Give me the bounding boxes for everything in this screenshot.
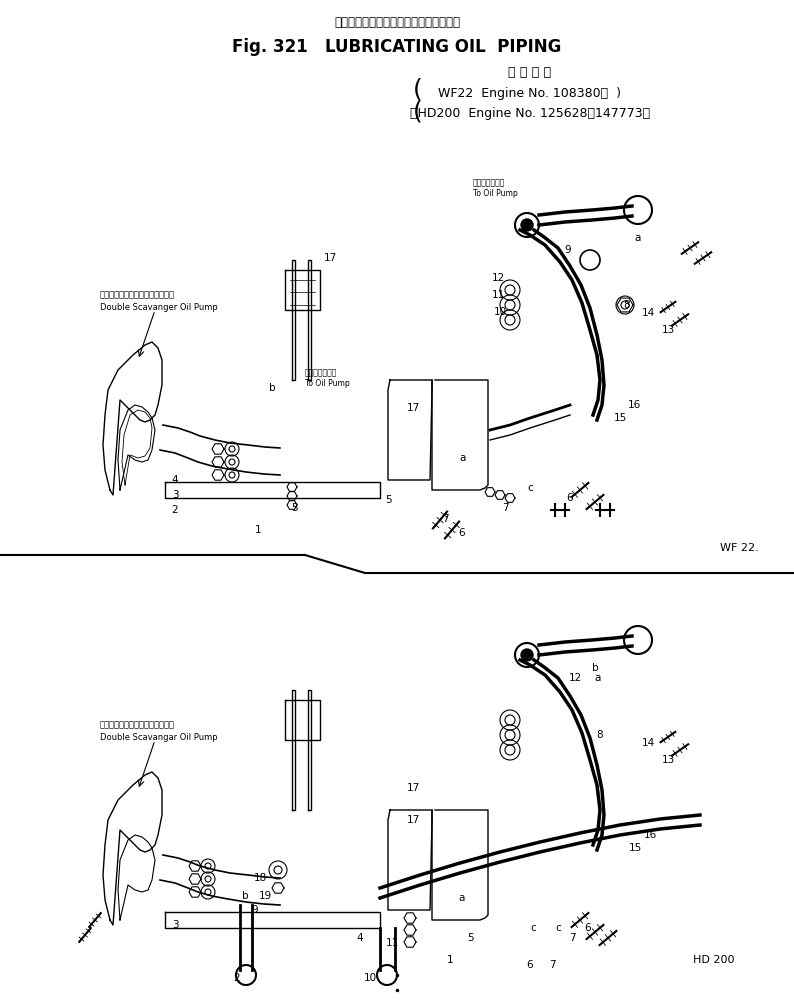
Circle shape bbox=[521, 649, 533, 661]
Text: a: a bbox=[460, 453, 466, 463]
Text: 8: 8 bbox=[596, 730, 603, 740]
Text: 10: 10 bbox=[364, 973, 376, 983]
Text: Double Scavanger Oil Pump: Double Scavanger Oil Pump bbox=[100, 302, 218, 311]
Text: a: a bbox=[459, 893, 465, 903]
Text: 9: 9 bbox=[565, 245, 572, 255]
Text: 16: 16 bbox=[627, 400, 641, 410]
Text: 16: 16 bbox=[643, 830, 657, 840]
Text: 17: 17 bbox=[407, 783, 419, 793]
Text: ダブルスカベンジャオイルポンプ: ダブルスカベンジャオイルポンプ bbox=[100, 720, 175, 729]
Text: HD 200: HD 200 bbox=[693, 955, 734, 965]
Text: 6: 6 bbox=[459, 528, 465, 538]
Text: 6: 6 bbox=[584, 923, 592, 933]
Text: 14: 14 bbox=[642, 308, 654, 318]
Text: 14: 14 bbox=[642, 738, 654, 748]
Text: 3: 3 bbox=[172, 920, 179, 930]
Text: b: b bbox=[268, 383, 276, 393]
Text: a: a bbox=[595, 673, 601, 683]
Text: 10: 10 bbox=[493, 307, 507, 317]
Text: b: b bbox=[592, 663, 599, 673]
Text: c: c bbox=[530, 923, 536, 933]
Text: 6: 6 bbox=[526, 960, 534, 970]
Text: 4: 4 bbox=[172, 475, 179, 485]
Text: 2: 2 bbox=[172, 505, 179, 515]
Text: ルーブリケーティングオイルパイピング: ルーブリケーティングオイルパイピング bbox=[334, 15, 460, 28]
Text: 17: 17 bbox=[323, 253, 337, 263]
Text: 7: 7 bbox=[502, 504, 508, 513]
Text: (: ( bbox=[413, 100, 423, 124]
Text: 7: 7 bbox=[549, 960, 555, 970]
Text: （HD200  Engine No. 125628～147773）: （HD200 Engine No. 125628～147773） bbox=[410, 107, 650, 120]
Text: 17: 17 bbox=[407, 403, 419, 413]
Text: b: b bbox=[241, 891, 249, 901]
Text: 15: 15 bbox=[614, 413, 626, 423]
Text: Double Scavangar Oil Pump: Double Scavangar Oil Pump bbox=[100, 732, 218, 741]
Text: Fig. 321   LUBRICATING OIL  PIPING: Fig. 321 LUBRICATING OIL PIPING bbox=[233, 38, 561, 56]
Text: 1: 1 bbox=[255, 525, 261, 535]
Text: オイルポンプへ: オイルポンプへ bbox=[305, 369, 337, 378]
Text: オイルポンプへ: オイルポンプへ bbox=[473, 178, 505, 187]
Text: 17: 17 bbox=[407, 815, 419, 825]
Text: 12: 12 bbox=[569, 673, 582, 683]
Text: 19: 19 bbox=[258, 891, 272, 901]
Text: 5: 5 bbox=[291, 504, 299, 513]
Text: 3: 3 bbox=[172, 490, 179, 500]
Text: 15: 15 bbox=[628, 843, 642, 853]
Text: To Oil Pump: To Oil Pump bbox=[473, 189, 518, 198]
Text: 13: 13 bbox=[661, 325, 675, 335]
Text: 13: 13 bbox=[661, 755, 675, 765]
Text: ダブルスカベンジャオイルポンプ: ダブルスカベンジャオイルポンプ bbox=[100, 290, 175, 299]
Text: 適 用 号 機: 適 用 号 機 bbox=[508, 65, 552, 79]
Text: 12: 12 bbox=[491, 273, 505, 283]
Text: WF 22.: WF 22. bbox=[720, 543, 759, 553]
Text: 18: 18 bbox=[253, 873, 267, 883]
Text: c: c bbox=[555, 923, 561, 933]
Text: 6: 6 bbox=[567, 493, 573, 504]
Text: 9: 9 bbox=[252, 905, 258, 915]
Text: 7: 7 bbox=[569, 933, 576, 943]
Text: c: c bbox=[527, 483, 533, 493]
Text: 1: 1 bbox=[447, 955, 453, 965]
Text: 4: 4 bbox=[357, 933, 364, 943]
Text: WF22  Engine No. 108380～  ): WF22 Engine No. 108380～ ) bbox=[438, 87, 622, 100]
Text: 8: 8 bbox=[624, 300, 630, 310]
Text: 11: 11 bbox=[385, 938, 399, 948]
Text: 5: 5 bbox=[467, 933, 473, 943]
Text: To Oil Pump: To Oil Pump bbox=[305, 380, 349, 389]
Text: 5: 5 bbox=[384, 495, 391, 505]
Circle shape bbox=[521, 219, 533, 231]
Text: a: a bbox=[635, 233, 642, 243]
Text: 2: 2 bbox=[233, 973, 241, 983]
Text: 7: 7 bbox=[441, 514, 449, 524]
Text: 11: 11 bbox=[491, 290, 505, 300]
Text: (: ( bbox=[413, 78, 423, 102]
